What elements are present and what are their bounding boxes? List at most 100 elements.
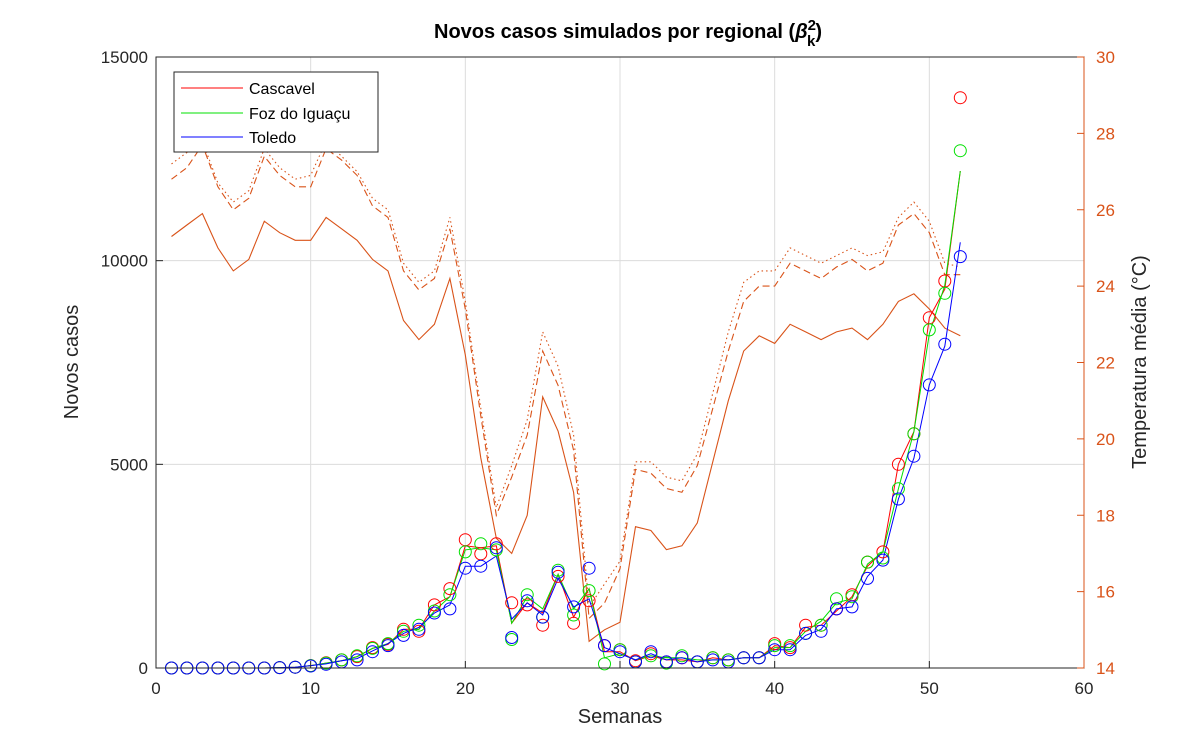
x-tick-label: 0 <box>151 679 160 698</box>
observed-marker-foz-do-iguacu <box>520 588 534 602</box>
observed-marker-toledo <box>366 645 379 659</box>
grid <box>156 57 1084 668</box>
observed-marker-toledo <box>938 337 952 351</box>
observed-marker-cascavel <box>427 598 441 612</box>
observed-marker-foz-do-iguacu <box>567 608 581 622</box>
observed-marker-toledo <box>613 645 627 659</box>
observed-marker-cascavel <box>953 91 967 105</box>
title-superscript: 2 <box>808 17 816 34</box>
observed-marker-cascavel <box>536 618 550 632</box>
x-ticks: 0 10 20 30 40 50 60 <box>151 661 1093 698</box>
observed-marker-toledo <box>783 643 797 657</box>
observed-marker-toledo <box>907 449 921 463</box>
observed-marker-toledo <box>861 571 874 585</box>
observed-marker-toledo <box>706 653 720 667</box>
temperature-line-dashed <box>171 143 961 620</box>
observed-marker-foz-do-iguacu <box>953 144 967 158</box>
observed-marker-foz-do-iguacu <box>443 588 457 602</box>
observed-marker-foz-do-iguacu <box>814 618 828 632</box>
legend-label-toledo: Toledo <box>249 130 296 147</box>
observed-marker-foz-do-iguacu <box>922 323 936 337</box>
y2-tick-label: 26 <box>1096 201 1115 220</box>
observed-marker-foz-do-iguacu <box>598 657 611 671</box>
observed-marker-cascavel <box>551 569 565 583</box>
y-tick-label: 0 <box>139 659 148 678</box>
observed-marker-cascavel <box>799 618 813 632</box>
observed-marker-toledo <box>582 561 596 575</box>
observed-marker-foz-do-iguacu <box>474 537 488 551</box>
observed-marker-toledo <box>427 606 441 620</box>
observed-marker-toledo <box>551 565 565 579</box>
observed-marker-cascavel <box>505 596 519 610</box>
observed-marker-foz-do-iguacu <box>582 584 596 598</box>
observed-marker-foz-do-iguacu <box>458 545 472 559</box>
observed-marker-toledo <box>768 643 782 657</box>
observed-marker-toledo <box>505 631 519 644</box>
y2-tick-label: 18 <box>1096 506 1115 525</box>
observed-marker-toledo <box>830 602 843 616</box>
y-ticks: 0 5000 10000 15000 <box>101 48 163 678</box>
observed-marker-foz-do-iguacu <box>891 482 905 496</box>
observed-marker-foz-do-iguacu <box>938 286 952 300</box>
observed-marker-toledo <box>737 651 751 665</box>
observed-marker-cascavel <box>582 594 596 608</box>
chart-title: Novos casos simulados por regional (β2 k) <box>434 17 822 50</box>
observed-marker-toledo <box>458 561 472 575</box>
observed-marker-toledo <box>350 653 364 667</box>
x-axis-label: Semanas <box>578 706 663 728</box>
observed-marker-toledo <box>443 602 457 616</box>
observed-marker-toledo <box>288 660 302 674</box>
observed-marker-cascavel <box>876 545 890 559</box>
y2-tick-label: 20 <box>1096 430 1115 449</box>
observed-marker-toledo <box>567 600 581 614</box>
y-tick-label: 15000 <box>101 48 148 67</box>
observed-marker-cascavel <box>891 457 905 471</box>
observed-marker-foz-do-iguacu <box>412 618 426 632</box>
y2-tick-label: 28 <box>1096 124 1115 143</box>
y2-tick-label: 14 <box>1096 659 1115 678</box>
observed-marker-foz-do-iguacu <box>845 590 859 604</box>
series-line-toledo <box>171 242 961 669</box>
case-lines <box>171 171 961 669</box>
y-axis-label: Novos casos <box>61 305 83 420</box>
case-markers <box>165 91 967 675</box>
observed-marker-foz-do-iguacu <box>397 624 410 638</box>
x-tick-label: 60 <box>1075 679 1094 698</box>
observed-marker-foz-do-iguacu <box>768 639 782 653</box>
observed-marker-foz-do-iguacu <box>830 592 843 606</box>
observed-marker-toledo <box>891 492 905 506</box>
y-tick-label: 5000 <box>110 455 148 474</box>
observed-marker-cascavel <box>443 582 457 596</box>
observed-marker-cascavel <box>520 598 534 612</box>
observed-marker-foz-do-iguacu <box>783 639 797 653</box>
observed-marker-toledo <box>412 622 426 636</box>
title-main: Novos casos simulados por regional ( <box>434 21 796 43</box>
y2-axis-label: Temperatura média (°C) <box>1129 255 1151 469</box>
observed-marker-toledo <box>876 553 890 567</box>
observed-marker-toledo <box>397 628 410 642</box>
observed-marker-toledo <box>489 541 503 555</box>
observed-marker-foz-do-iguacu <box>907 427 921 441</box>
y2-ticks: 14 16 18 20 22 24 26 28 30 <box>1077 48 1115 678</box>
observed-marker-foz-do-iguacu <box>644 649 658 663</box>
legend-label-foz-do-iguacu: Foz do Iguaçu <box>249 106 350 123</box>
observed-marker-toledo <box>381 639 395 653</box>
observed-marker-toledo <box>520 594 534 608</box>
observed-marker-toledo <box>598 639 611 653</box>
observed-marker-toledo <box>845 600 859 614</box>
observed-marker-foz-do-iguacu <box>350 649 364 663</box>
y2-tick-label: 22 <box>1096 354 1115 373</box>
observed-marker-foz-do-iguacu <box>366 641 379 655</box>
observed-marker-toledo <box>814 624 828 638</box>
observed-marker-toledo <box>304 659 318 673</box>
observed-marker-cascavel <box>489 537 503 551</box>
x-tick-label: 30 <box>611 679 630 698</box>
x-tick-label: 20 <box>456 679 475 698</box>
observed-marker-toledo <box>319 657 333 671</box>
y2-tick-label: 16 <box>1096 583 1115 602</box>
x-tick-label: 50 <box>920 679 939 698</box>
observed-marker-toledo <box>799 626 813 640</box>
temperature-line-dotted <box>171 140 961 609</box>
observed-marker-toledo <box>675 651 689 665</box>
